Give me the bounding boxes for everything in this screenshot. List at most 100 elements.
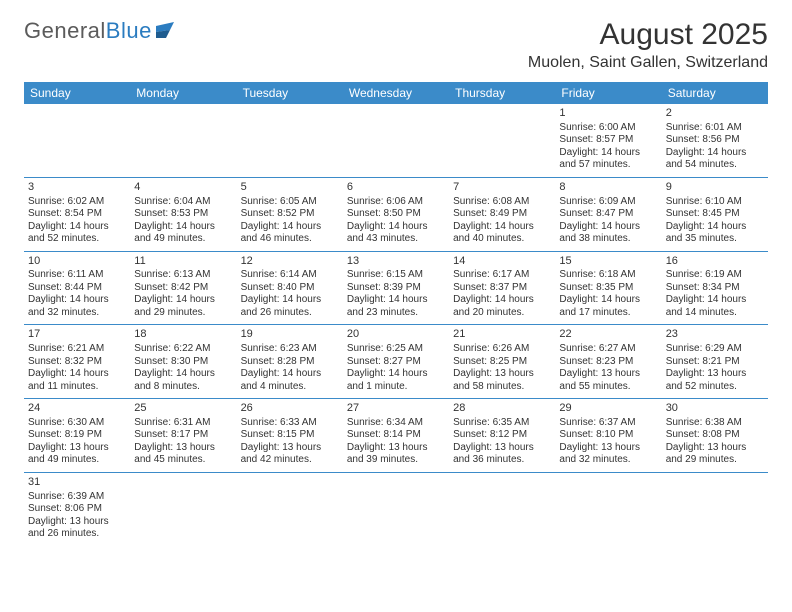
empty-cell <box>343 473 449 546</box>
sunset-text: Sunset: 8:25 PM <box>453 356 551 369</box>
day-cell: 26Sunrise: 6:33 AMSunset: 8:15 PMDayligh… <box>237 399 343 472</box>
daylight-text: and 54 minutes. <box>666 159 764 172</box>
sunset-text: Sunset: 8:54 PM <box>28 208 126 221</box>
daylight-text: and 39 minutes. <box>347 454 445 467</box>
sunset-text: Sunset: 8:37 PM <box>453 282 551 295</box>
sunrise-text: Sunrise: 6:04 AM <box>134 196 232 209</box>
sunset-text: Sunset: 8:50 PM <box>347 208 445 221</box>
daylight-text: Daylight: 13 hours <box>666 442 764 455</box>
sunset-text: Sunset: 8:47 PM <box>559 208 657 221</box>
day-number: 5 <box>241 181 339 195</box>
sunset-text: Sunset: 8:06 PM <box>28 503 126 516</box>
daylight-text: and 45 minutes. <box>134 454 232 467</box>
day-number: 3 <box>28 181 126 195</box>
day-number: 25 <box>134 402 232 416</box>
daylight-text: and 26 minutes. <box>241 307 339 320</box>
sunrise-text: Sunrise: 6:06 AM <box>347 196 445 209</box>
sunrise-text: Sunrise: 6:00 AM <box>559 122 657 135</box>
sunset-text: Sunset: 8:28 PM <box>241 356 339 369</box>
daylight-text: and 55 minutes. <box>559 381 657 394</box>
day-number: 4 <box>134 181 232 195</box>
header: GeneralBlue August 2025 Muolen, Saint Ga… <box>24 18 768 72</box>
empty-cell <box>130 473 236 546</box>
daylight-text: Daylight: 13 hours <box>453 442 551 455</box>
daylight-text: and 23 minutes. <box>347 307 445 320</box>
day-cell: 12Sunrise: 6:14 AMSunset: 8:40 PMDayligh… <box>237 252 343 325</box>
logo-text-blue: Blue <box>106 18 152 44</box>
sunset-text: Sunset: 8:27 PM <box>347 356 445 369</box>
daylight-text: and 38 minutes. <box>559 233 657 246</box>
daylight-text: Daylight: 13 hours <box>347 442 445 455</box>
day-number: 15 <box>559 255 657 269</box>
weeks-container: 1Sunrise: 6:00 AMSunset: 8:57 PMDaylight… <box>24 104 768 546</box>
day-number: 24 <box>28 402 126 416</box>
daylight-text: Daylight: 14 hours <box>347 221 445 234</box>
day-cell: 17Sunrise: 6:21 AMSunset: 8:32 PMDayligh… <box>24 325 130 398</box>
daylight-text: Daylight: 14 hours <box>241 221 339 234</box>
daylight-text: Daylight: 14 hours <box>559 221 657 234</box>
daylight-text: Daylight: 13 hours <box>28 516 126 529</box>
weekday-friday: Friday <box>555 82 661 104</box>
sunset-text: Sunset: 8:39 PM <box>347 282 445 295</box>
sunrise-text: Sunrise: 6:13 AM <box>134 269 232 282</box>
daylight-text: Daylight: 14 hours <box>347 368 445 381</box>
daylight-text: and 32 minutes. <box>28 307 126 320</box>
sunrise-text: Sunrise: 6:10 AM <box>666 196 764 209</box>
day-number: 14 <box>453 255 551 269</box>
sunrise-text: Sunrise: 6:09 AM <box>559 196 657 209</box>
day-cell: 7Sunrise: 6:08 AMSunset: 8:49 PMDaylight… <box>449 178 555 251</box>
sunrise-text: Sunrise: 6:31 AM <box>134 417 232 430</box>
day-number: 29 <box>559 402 657 416</box>
day-cell: 16Sunrise: 6:19 AMSunset: 8:34 PMDayligh… <box>662 252 768 325</box>
weekday-header-row: SundayMondayTuesdayWednesdayThursdayFrid… <box>24 82 768 104</box>
sunrise-text: Sunrise: 6:26 AM <box>453 343 551 356</box>
day-cell: 6Sunrise: 6:06 AMSunset: 8:50 PMDaylight… <box>343 178 449 251</box>
day-number: 27 <box>347 402 445 416</box>
daylight-text: Daylight: 14 hours <box>453 294 551 307</box>
week-row: 3Sunrise: 6:02 AMSunset: 8:54 PM Daylight… <box>24 178 768 252</box>
day-cell: 29Sunrise: 6:37 AMSunset: 8:10 PMDayligh… <box>555 399 661 472</box>
week-row: 10Sunrise: 6:11 AMSunset: 8:44 PMDayligh… <box>24 252 768 326</box>
daylight-text: and 49 minutes. <box>134 233 232 246</box>
empty-cell <box>449 104 555 177</box>
daylight-text: and 49 minutes. <box>28 454 126 467</box>
flag-icon <box>156 22 178 40</box>
daylight-text: Daylight: 14 hours <box>134 221 232 234</box>
sunrise-text: Sunrise: 6:35 AM <box>453 417 551 430</box>
day-cell: 10Sunrise: 6:11 AMSunset: 8:44 PMDayligh… <box>24 252 130 325</box>
daylight-text: Daylight: 14 hours <box>666 294 764 307</box>
sunset-text: Sunset: 8:35 PM <box>559 282 657 295</box>
daylight-text: and 20 minutes. <box>453 307 551 320</box>
sunrise-text: Sunrise: 6:33 AM <box>241 417 339 430</box>
day-number: 31 <box>28 476 126 490</box>
sunrise-text: Sunrise: 6:38 AM <box>666 417 764 430</box>
day-cell: 3Sunrise: 6:02 AMSunset: 8:54 PMDaylight… <box>24 178 130 251</box>
daylight-text: and 42 minutes. <box>241 454 339 467</box>
sunset-text: Sunset: 8:14 PM <box>347 429 445 442</box>
day-number: 7 <box>453 181 551 195</box>
daylight-text: and 52 minutes. <box>666 381 764 394</box>
day-cell: 15Sunrise: 6:18 AMSunset: 8:35 PMDayligh… <box>555 252 661 325</box>
day-number: 13 <box>347 255 445 269</box>
day-number: 20 <box>347 328 445 342</box>
sunset-text: Sunset: 8:19 PM <box>28 429 126 442</box>
daylight-text: and 11 minutes. <box>28 381 126 394</box>
sunrise-text: Sunrise: 6:30 AM <box>28 417 126 430</box>
week-row: 17Sunrise: 6:21 AMSunset: 8:32 PMDayligh… <box>24 325 768 399</box>
day-number: 18 <box>134 328 232 342</box>
day-cell: 11Sunrise: 6:13 AMSunset: 8:42 PMDayligh… <box>130 252 236 325</box>
daylight-text: Daylight: 14 hours <box>28 294 126 307</box>
sunrise-text: Sunrise: 6:02 AM <box>28 196 126 209</box>
sunrise-text: Sunrise: 6:01 AM <box>666 122 764 135</box>
day-number: 8 <box>559 181 657 195</box>
empty-cell <box>237 104 343 177</box>
day-number: 9 <box>666 181 764 195</box>
day-cell: 5Sunrise: 6:05 AMSunset: 8:52 PMDaylight… <box>237 178 343 251</box>
calendar: SundayMondayTuesdayWednesdayThursdayFrid… <box>24 82 768 546</box>
sunset-text: Sunset: 8:57 PM <box>559 134 657 147</box>
sunset-text: Sunset: 8:45 PM <box>666 208 764 221</box>
sunset-text: Sunset: 8:17 PM <box>134 429 232 442</box>
daylight-text: and 29 minutes. <box>134 307 232 320</box>
sunset-text: Sunset: 8:44 PM <box>28 282 126 295</box>
empty-cell <box>449 473 555 546</box>
